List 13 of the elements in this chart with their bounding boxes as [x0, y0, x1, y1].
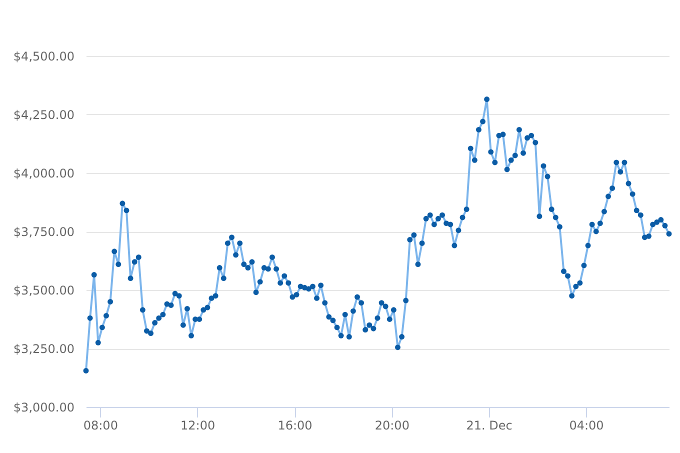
x-tick-label: 21. Dec — [466, 418, 512, 432]
x-tick-label: 04:00 — [569, 418, 604, 432]
y-tick-label: $4,250.00 — [13, 108, 74, 122]
x-tick-label: 16:00 — [278, 418, 312, 432]
x-tick-label: 20:00 — [374, 418, 410, 432]
x-tick-label: 12:00 — [180, 418, 216, 432]
y-tick-label: $3,250.00 — [13, 342, 74, 356]
x-tick-label: 08:00 — [83, 418, 118, 432]
y-tick-label: $4,500.00 — [13, 50, 74, 64]
y-tick-label: $4,000.00 — [13, 166, 74, 180]
y-tick-label: $3,000.00 — [13, 400, 74, 414]
y-tick-label: $3,750.00 — [13, 225, 74, 239]
y-tick-label: $3,500.00 — [13, 284, 74, 298]
